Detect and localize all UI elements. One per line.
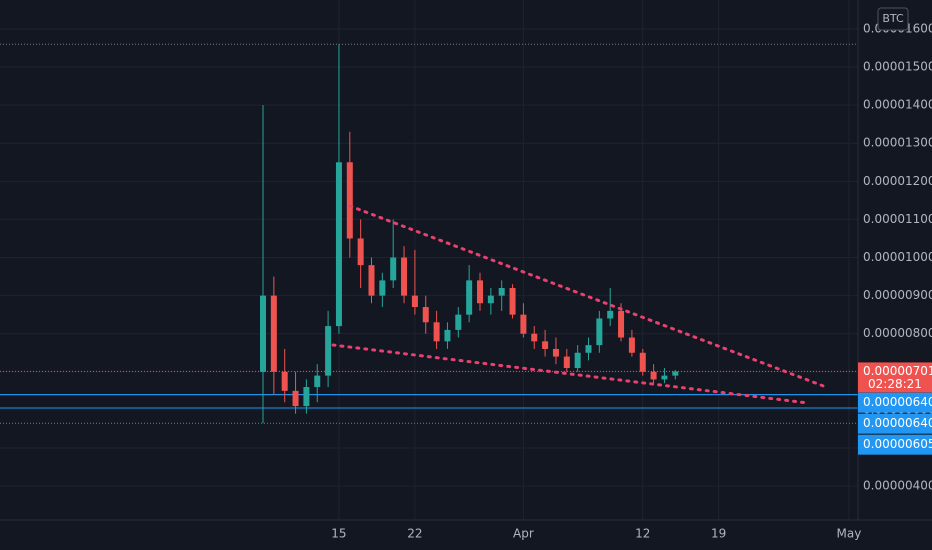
candles [260, 44, 679, 424]
candle-body [661, 375, 668, 380]
candle-body [487, 295, 494, 304]
candle-body [639, 352, 646, 372]
candle-body [455, 314, 462, 330]
trendlines [331, 204, 828, 405]
candle-body [628, 337, 635, 353]
candle-body [346, 162, 353, 239]
currency-badge[interactable] [877, 7, 909, 31]
price-tag-label: 0.00000640 [863, 395, 932, 409]
candle-body [585, 345, 592, 353]
candle-body [542, 341, 549, 349]
candle-body [650, 371, 657, 380]
upper-trendline [348, 204, 828, 389]
candle-body [520, 314, 527, 334]
y-tick-label: 0.00001100 [863, 212, 932, 226]
price-tag [858, 413, 932, 434]
y-tick-label: 0.00001500 [863, 60, 932, 74]
currency: BTC [882, 12, 904, 25]
last-price-label: 0.00000701 [863, 364, 932, 378]
candle-body [509, 288, 516, 315]
levels [0, 43, 858, 424]
x-tick-label: 22 [407, 527, 422, 541]
candle-body [325, 326, 332, 376]
candle-body [574, 352, 581, 368]
axis: 0.000004000.000005000.000006000.00000700… [331, 21, 932, 541]
price-tag-label: 0.00000605 [863, 437, 932, 451]
lower-trendline [331, 343, 810, 405]
candle-body [292, 390, 299, 407]
candle-body [607, 310, 614, 319]
x-tick-label: Apr [513, 527, 534, 541]
candle-body [260, 295, 266, 372]
candle-body [596, 318, 603, 346]
price-tag-label: 0.00000640 [863, 416, 932, 430]
y-tick-label: 0.00001400 [863, 98, 932, 112]
candle-body [444, 329, 451, 342]
x-tick-label: 12 [635, 527, 650, 541]
candle-body [477, 280, 483, 304]
candle-body [270, 295, 277, 372]
candle-body [531, 333, 538, 342]
candle-body [672, 371, 679, 376]
candle-body [368, 265, 375, 296]
candle-body [618, 310, 625, 338]
candle-body [411, 295, 418, 308]
candle-body [390, 257, 397, 281]
y-tick-label: 0.00001200 [863, 174, 932, 188]
y-tick-label: 0.00000400 [863, 479, 932, 493]
candle-body [433, 322, 440, 342]
x-tick-label: 15 [331, 527, 346, 541]
candle-body [335, 162, 342, 327]
y-tick-label: 0.00000900 [863, 288, 932, 302]
candle-body [498, 288, 505, 296]
y-tick-label: 0.00000800 [863, 326, 932, 340]
candle-body [379, 280, 386, 296]
candle-body [357, 238, 364, 266]
candle-body [552, 348, 559, 357]
candle-body [466, 280, 473, 315]
countdown: 02:28:21 [868, 377, 922, 391]
price-tag [858, 392, 932, 413]
y-tick-label: 0.00001000 [863, 250, 932, 264]
last-price-tag [858, 362, 932, 393]
x-tick-label: May [836, 527, 861, 541]
y-tick-label: 0.00001300 [863, 136, 932, 150]
candle-body [563, 356, 570, 368]
candle-body [281, 371, 288, 391]
candle-body [401, 257, 408, 296]
candle-body [303, 387, 310, 407]
candle-body [422, 307, 429, 323]
x-tick-label: 19 [711, 527, 726, 541]
price-tag [858, 434, 932, 455]
candle-body [314, 375, 321, 388]
